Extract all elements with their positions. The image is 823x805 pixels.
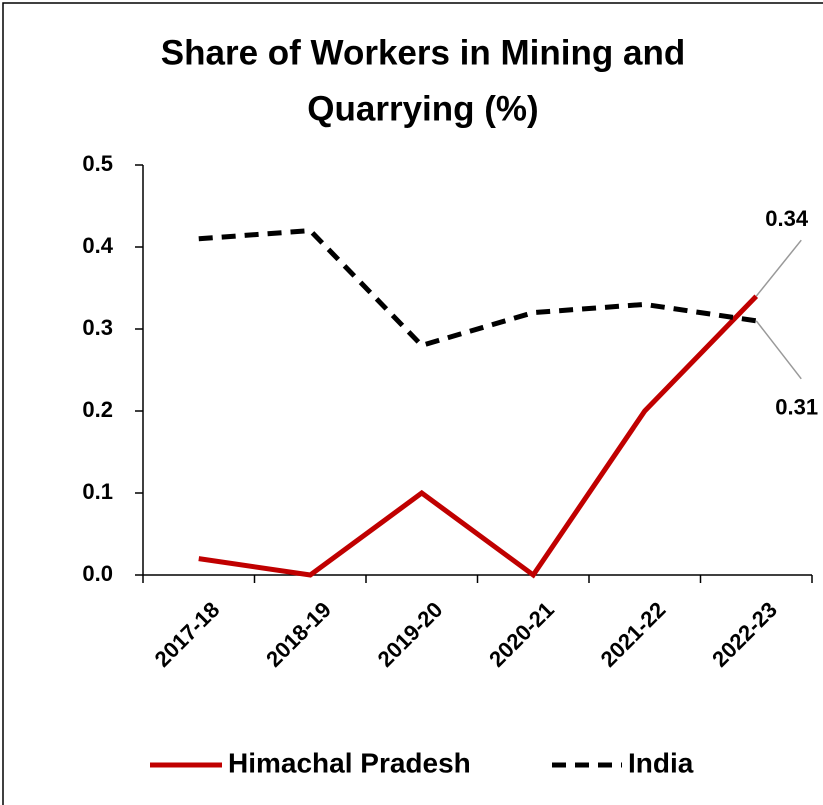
x-tick-label: 2018-19	[261, 597, 336, 672]
x-tick-label: 2017-18	[150, 597, 225, 672]
x-tick-label: 2021-22	[596, 597, 671, 672]
series-line	[198, 294, 759, 579]
legend-label: Himachal Pradesh	[228, 747, 471, 778]
chart-title: Share of Workers in Mining and	[161, 33, 685, 72]
data-label: 0.31	[775, 395, 818, 420]
y-tick-label: 0.3	[82, 315, 113, 340]
leader-line	[755, 239, 802, 297]
y-tick-label: 0.1	[82, 479, 113, 504]
y-tick-label: 0.0	[82, 561, 113, 586]
chart-title: Quarrying (%)	[307, 89, 538, 128]
y-tick-label: 0.2	[82, 397, 113, 422]
x-tick-label: 2020-21	[484, 597, 559, 672]
leader-line	[755, 320, 802, 380]
x-tick-label: 2022-23	[707, 597, 782, 672]
x-tick-label: 2019-20	[373, 597, 448, 672]
y-tick-label: 0.4	[82, 233, 113, 258]
data-label: 0.34	[765, 206, 809, 231]
y-tick-label: 0.5	[82, 151, 113, 176]
series-line	[198, 228, 757, 349]
legend-label: India	[628, 747, 694, 778]
